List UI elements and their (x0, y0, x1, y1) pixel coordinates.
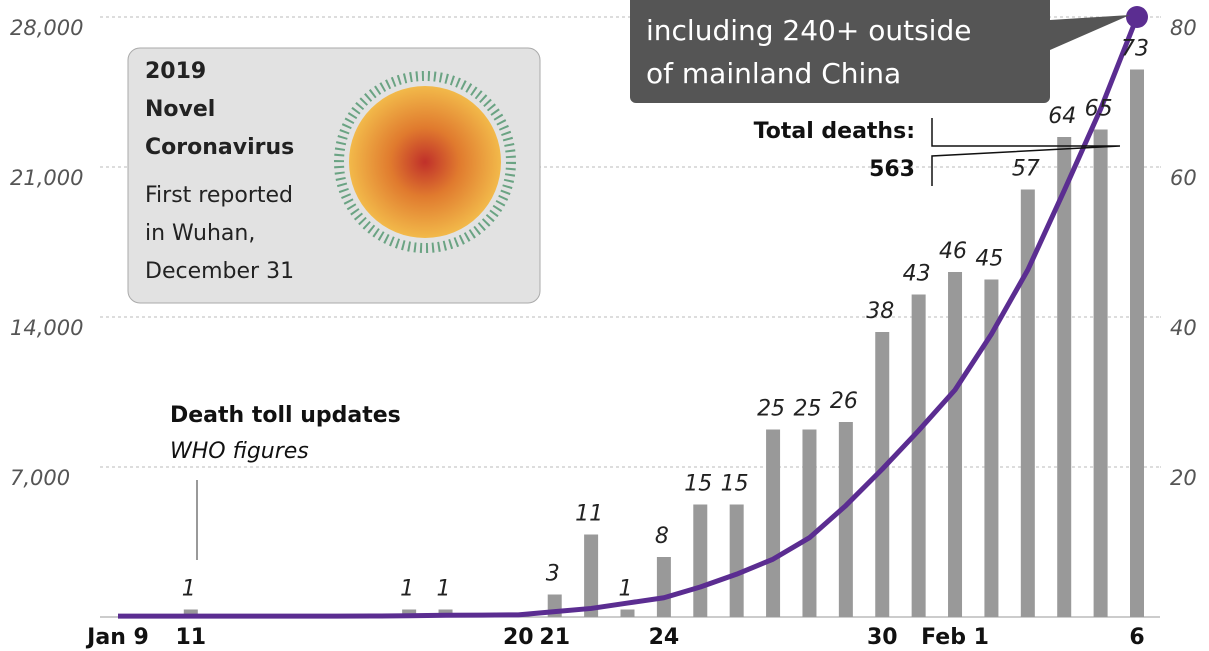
bar (1057, 137, 1071, 617)
x-tick-label: 6 (1129, 625, 1144, 650)
value-label: 46 (939, 239, 967, 264)
end-dot (1126, 6, 1148, 28)
x-tick-label: 11 (175, 625, 206, 650)
value-label: 3 (546, 562, 560, 587)
y2-tick-label: 20 (1170, 466, 1197, 490)
info-title: 2019 (145, 59, 206, 84)
bar (839, 422, 853, 617)
x-tick-label: 30 (867, 625, 898, 650)
bar (802, 430, 816, 618)
info-text: First reported (145, 183, 293, 208)
value-label: 65 (1085, 97, 1113, 122)
bar (730, 505, 744, 618)
bar (912, 295, 926, 618)
callout-pointer (1050, 15, 1130, 50)
total-deaths-label: Total deaths: (754, 119, 915, 144)
bar (621, 610, 635, 618)
y-tick-label: 7,000 (10, 466, 70, 490)
callout-text: including 240+ outside (646, 14, 971, 47)
x-tick-label: 21 (539, 625, 570, 650)
x-tick-label: Feb 1 (921, 625, 989, 650)
info-text: December 31 (145, 259, 294, 284)
value-label: 1 (437, 577, 451, 602)
value-label: 57 (1012, 157, 1040, 182)
y-tick-label: 28,000 (10, 16, 83, 40)
value-label: 26 (830, 389, 858, 414)
info-title: Novel (145, 97, 215, 122)
bar (1094, 130, 1108, 618)
chart: 2019 Novel Coronavirus First reported in… (0, 0, 1209, 651)
bar (693, 505, 707, 618)
y-tick-label: 21,000 (10, 166, 83, 190)
y2-tick-label: 60 (1170, 166, 1197, 190)
value-label: 45 (975, 247, 1003, 272)
value-label: 25 (757, 397, 785, 422)
bar (766, 430, 780, 618)
value-label: 73 (1121, 37, 1149, 62)
value-label: 43 (903, 262, 931, 287)
bar (1130, 70, 1144, 618)
value-label: 15 (721, 472, 749, 497)
y-tick-label: 14,000 (10, 316, 83, 340)
value-label: 64 (1048, 104, 1076, 129)
value-label: 8 (655, 524, 669, 549)
y2-tick-label: 40 (1170, 316, 1197, 340)
note-title: Death toll updates (170, 403, 401, 428)
x-tick-label: Jan 9 (85, 625, 149, 650)
value-label: 11 (575, 502, 603, 527)
value-label: 1 (619, 577, 633, 602)
bar (948, 272, 962, 617)
note-subtitle: WHO figures (170, 439, 309, 464)
value-label: 1 (400, 577, 414, 602)
callout-text: of mainland China (646, 57, 901, 90)
virus-image (349, 86, 501, 238)
bar (584, 535, 598, 618)
y2-tick-label: 80 (1170, 16, 1197, 40)
x-tick-label: 24 (649, 625, 680, 650)
value-label: 1 (182, 577, 196, 602)
value-label: 15 (684, 472, 712, 497)
total-deaths-value: 563 (869, 157, 915, 182)
bar (657, 557, 671, 617)
value-label: 38 (866, 299, 894, 324)
value-label: 25 (793, 397, 821, 422)
info-title: Coronavirus (145, 135, 294, 160)
x-tick-label: 20 (503, 625, 534, 650)
info-text: in Wuhan, (145, 221, 255, 246)
